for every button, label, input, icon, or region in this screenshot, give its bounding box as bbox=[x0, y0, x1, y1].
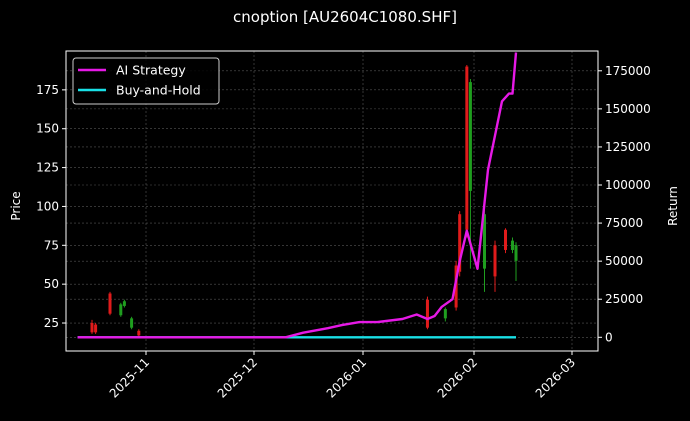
candle bbox=[108, 291, 112, 316]
candlesticks bbox=[90, 64, 518, 338]
candle bbox=[443, 307, 447, 322]
candle bbox=[137, 329, 141, 338]
x-axis: 2025-11 2025-12 2026-01 2026-02 2026-03 bbox=[107, 351, 578, 401]
y-left-tick-label: 175 bbox=[36, 83, 59, 97]
legend: AI Strategy Buy-and-Hold bbox=[72, 57, 220, 105]
y-left-tick-label: 100 bbox=[36, 199, 59, 213]
candle bbox=[94, 323, 98, 334]
x-tick-label: 2026-01 bbox=[324, 355, 369, 400]
candle bbox=[493, 240, 497, 292]
candle bbox=[468, 78, 472, 269]
candle bbox=[465, 64, 469, 238]
legend-label: Buy-and-Hold bbox=[116, 83, 201, 98]
legend-item: Buy-and-Hold bbox=[78, 83, 201, 98]
series-lines bbox=[77, 52, 518, 339]
x-tick-label: 2026-02 bbox=[435, 355, 480, 400]
y-left-tick-label: 125 bbox=[36, 161, 59, 175]
y-right-tick-label: 75000 bbox=[605, 216, 643, 230]
y-right-tick-label: 0 bbox=[605, 330, 613, 344]
y-axis-right-label: Return bbox=[666, 186, 680, 226]
candle bbox=[504, 228, 507, 254]
y-axis-right: 0 25000 50000 75000 100000 125000 150000 175000 bbox=[598, 64, 651, 344]
legend-item: AI Strategy bbox=[78, 63, 186, 78]
y-right-tick-label: 150000 bbox=[605, 102, 651, 116]
y-right-tick-label: 50000 bbox=[605, 254, 643, 268]
ai-strategy-line bbox=[77, 52, 518, 339]
x-tick-label: 2026-03 bbox=[533, 355, 578, 400]
candle bbox=[122, 299, 126, 308]
y-left-tick-label: 25 bbox=[44, 316, 59, 330]
y-left-tick-label: 75 bbox=[44, 238, 59, 252]
plot-frame bbox=[65, 50, 599, 352]
chart-title: cnoption [AU2604C1080.SHF] bbox=[233, 8, 457, 26]
candle bbox=[119, 302, 123, 317]
candle bbox=[511, 237, 514, 254]
candle bbox=[90, 319, 94, 334]
grid-lines bbox=[66, 51, 598, 351]
legend-label: AI Strategy bbox=[116, 63, 186, 78]
candle bbox=[130, 316, 134, 330]
y-right-tick-label: 100000 bbox=[605, 178, 651, 192]
x-tick-label: 2025-12 bbox=[215, 355, 260, 400]
y-right-tick-label: 175000 bbox=[605, 64, 651, 78]
y-right-tick-label: 25000 bbox=[605, 292, 643, 306]
candle bbox=[425, 296, 429, 330]
y-left-tick-label: 50 bbox=[44, 277, 59, 291]
y-right-tick-label: 125000 bbox=[605, 140, 651, 154]
x-tick-label: 2025-11 bbox=[107, 355, 152, 400]
candle bbox=[514, 242, 518, 282]
y-axis-left: 25 50 75 100 125 150 175 bbox=[36, 83, 66, 330]
y-left-tick-label: 150 bbox=[36, 122, 59, 136]
y-axis-left-label: Price bbox=[9, 191, 23, 220]
candle bbox=[483, 206, 486, 292]
